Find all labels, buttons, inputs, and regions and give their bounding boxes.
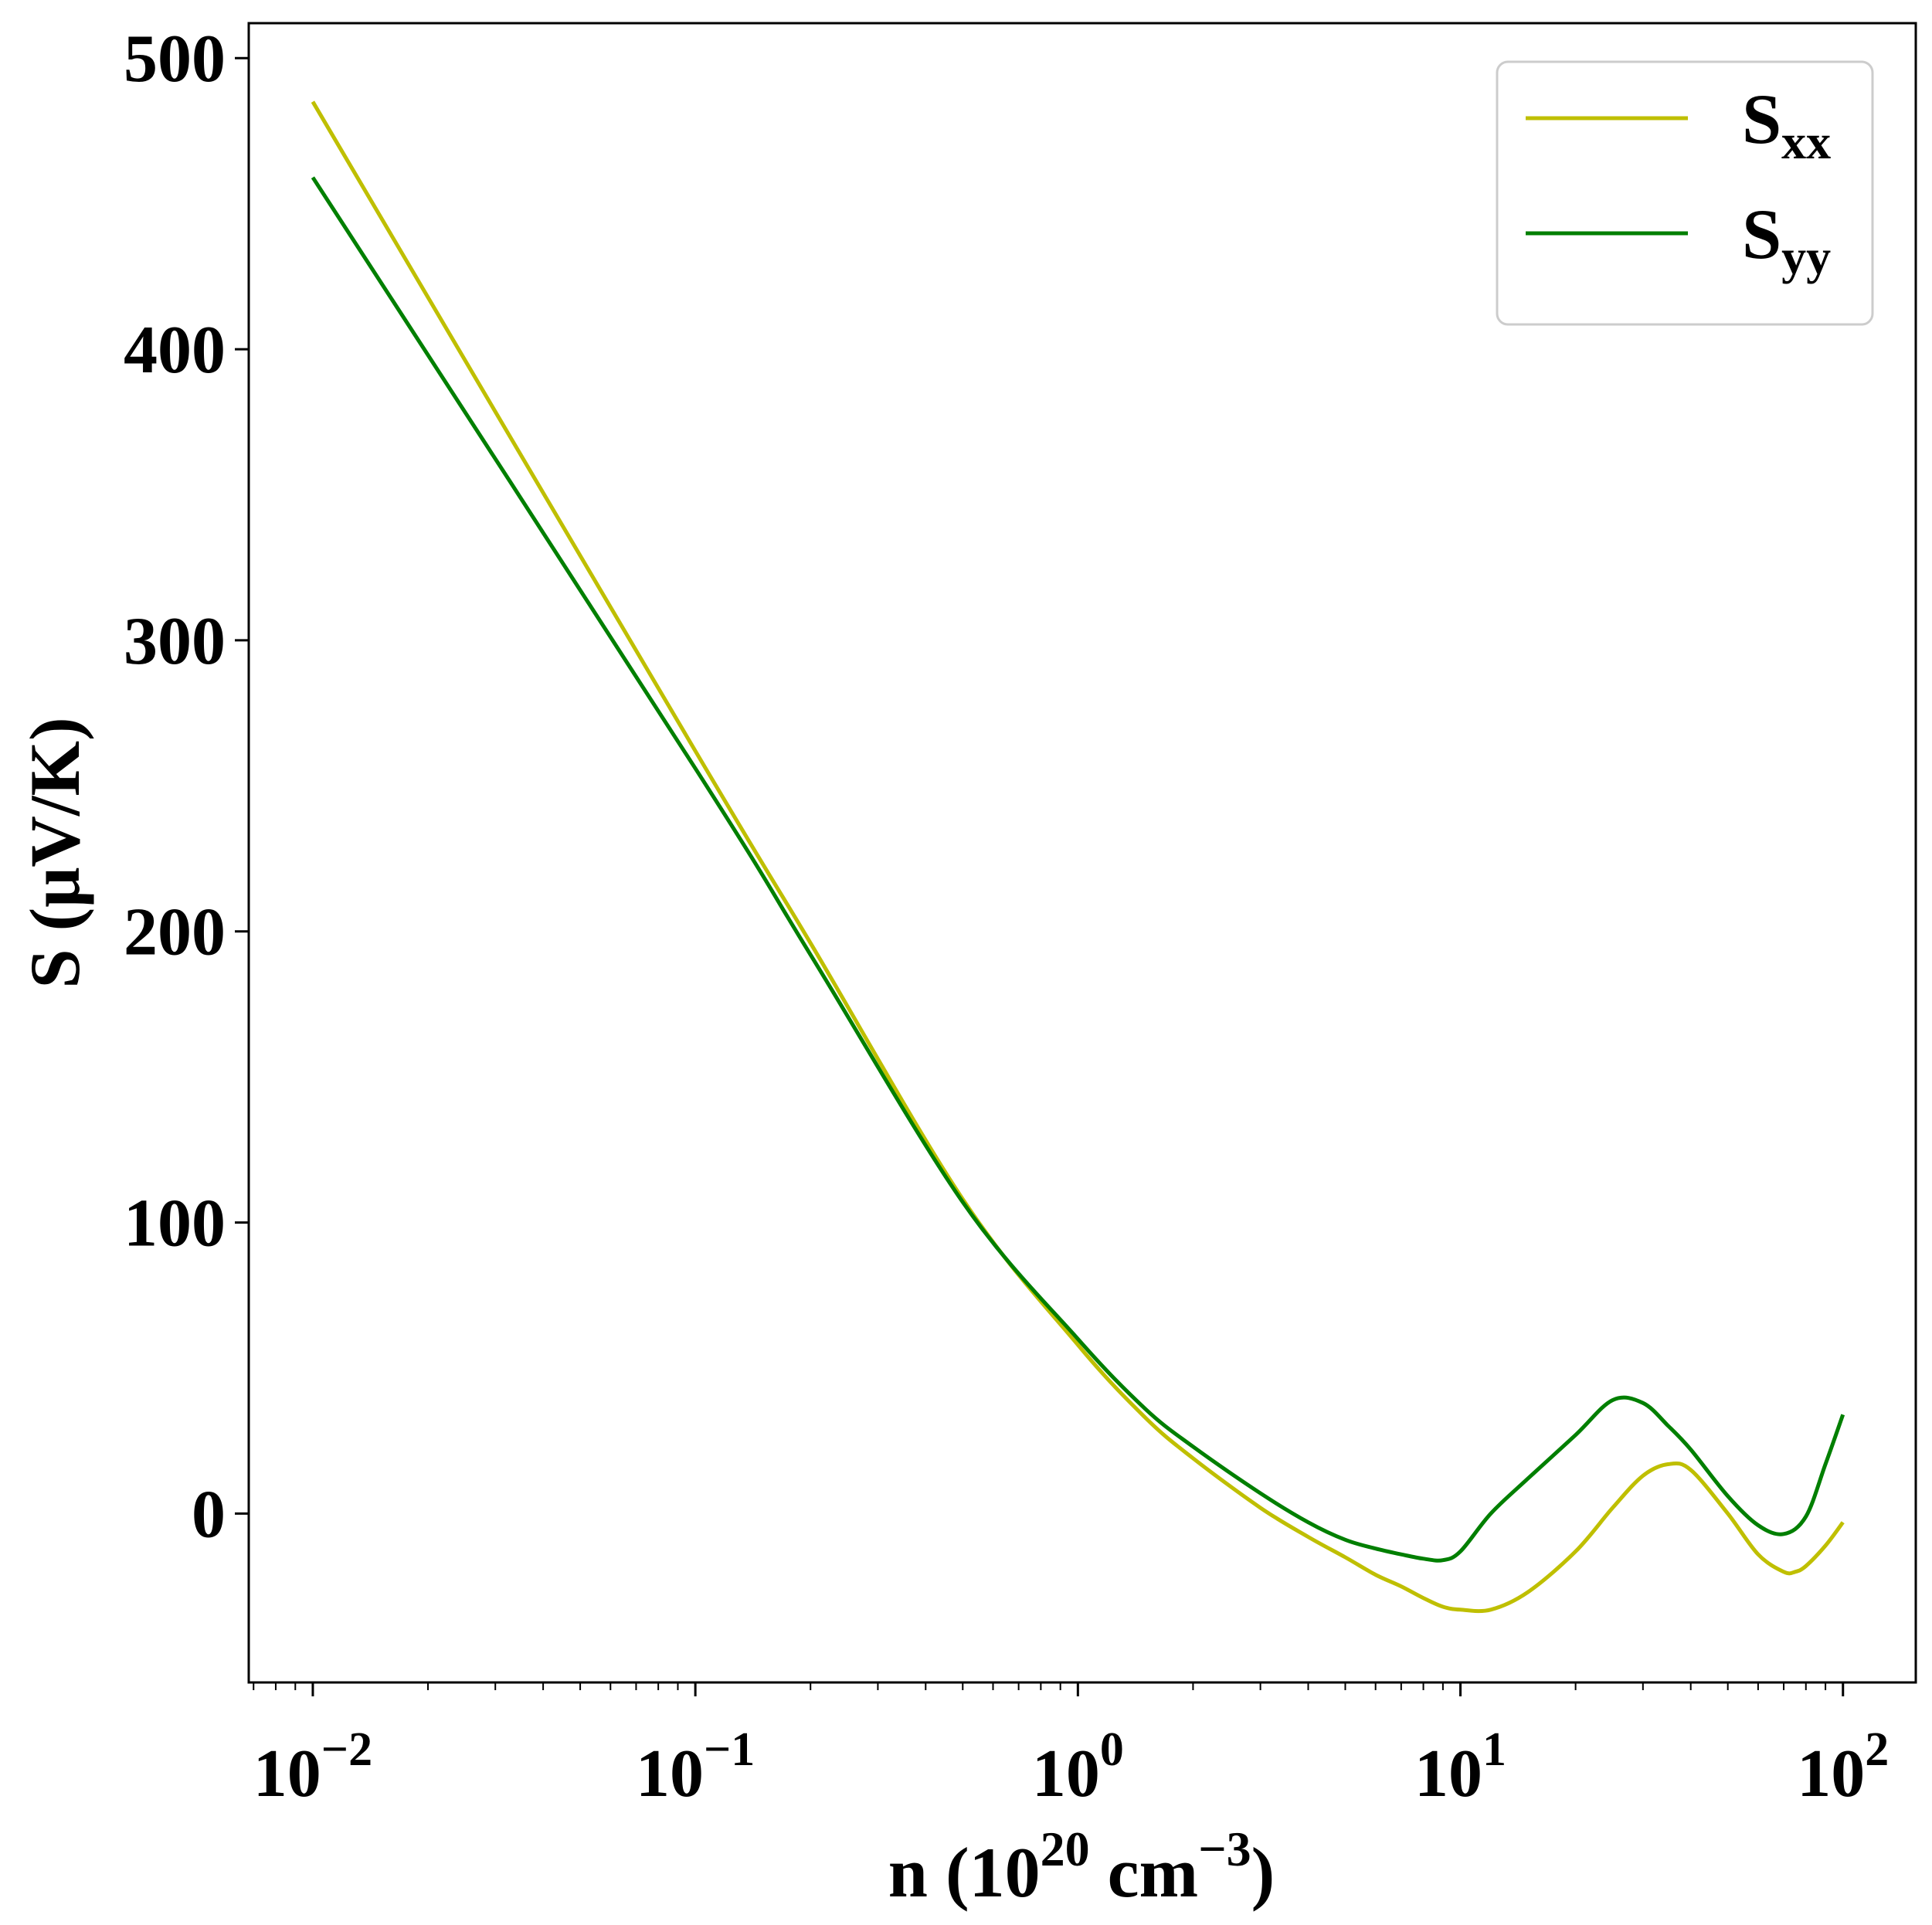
x-tick-label: 102: [1797, 1723, 1889, 1811]
x-tick-label-exponent: 2: [1865, 1723, 1889, 1776]
x-tick-label: 10−2: [253, 1723, 372, 1811]
x-tick-label-base: 10: [1797, 1737, 1865, 1811]
x-tick-label: 100: [1032, 1723, 1124, 1811]
y-tick-label: 400: [124, 313, 226, 388]
legend-label-syy-base: S: [1742, 195, 1781, 273]
series-line-yy: [311, 176, 1845, 1563]
legend: Sxx Syy: [1496, 60, 1874, 326]
legend-label-sxx-sub: xx: [1781, 114, 1831, 169]
legend-box: [1496, 60, 1874, 326]
y-axis-title: S (μV/K): [15, 717, 94, 988]
x-axis-title-end: ): [1251, 1833, 1275, 1912]
y-tick-label: 0: [192, 1477, 226, 1552]
x-axis-title-sup1: 20: [1041, 1821, 1090, 1876]
plot-frame: [247, 22, 1917, 1684]
x-tick-label-base: 10: [636, 1737, 704, 1811]
x-tick-label-exponent: 0: [1100, 1723, 1124, 1776]
lines-layer: [311, 100, 1845, 1614]
x-axis-title-sup2: −3: [1198, 1821, 1251, 1876]
y-tick-label: 100: [124, 1187, 226, 1261]
series-line-xx: [311, 100, 1845, 1614]
x-tick-label: 10−1: [636, 1723, 755, 1811]
x-tick-label-exponent: −1: [704, 1723, 755, 1776]
x-axis-title-base: n (10: [888, 1833, 1041, 1912]
legend-label-sxx: Sxx: [1742, 80, 1831, 169]
y-ticks-layer: 0 100 200 300 400 500: [124, 22, 249, 1552]
x-tick-label-base: 10: [1032, 1737, 1100, 1811]
legend-label-syy-sub: yy: [1781, 229, 1831, 284]
legend-label-sxx-base: S: [1742, 80, 1781, 158]
x-axis-title: n (1020 cm−3): [888, 1821, 1275, 1912]
x-tick-label-base: 10: [253, 1737, 321, 1811]
y-tick-label: 300: [124, 604, 226, 679]
x-tick-label-base: 10: [1414, 1737, 1482, 1811]
x-ticks-layer: 10−2 10−1 100 101 102: [253, 1682, 1889, 1811]
legend-label-syy: Syy: [1742, 195, 1831, 284]
x-tick-label-exponent: 1: [1482, 1723, 1506, 1776]
y-tick-label: 200: [124, 895, 226, 970]
x-tick-label: 101: [1414, 1723, 1506, 1811]
x-tick-label-exponent: −2: [321, 1723, 372, 1776]
y-tick-label: 500: [124, 22, 226, 97]
x-axis-title-mid: cm: [1090, 1833, 1198, 1912]
